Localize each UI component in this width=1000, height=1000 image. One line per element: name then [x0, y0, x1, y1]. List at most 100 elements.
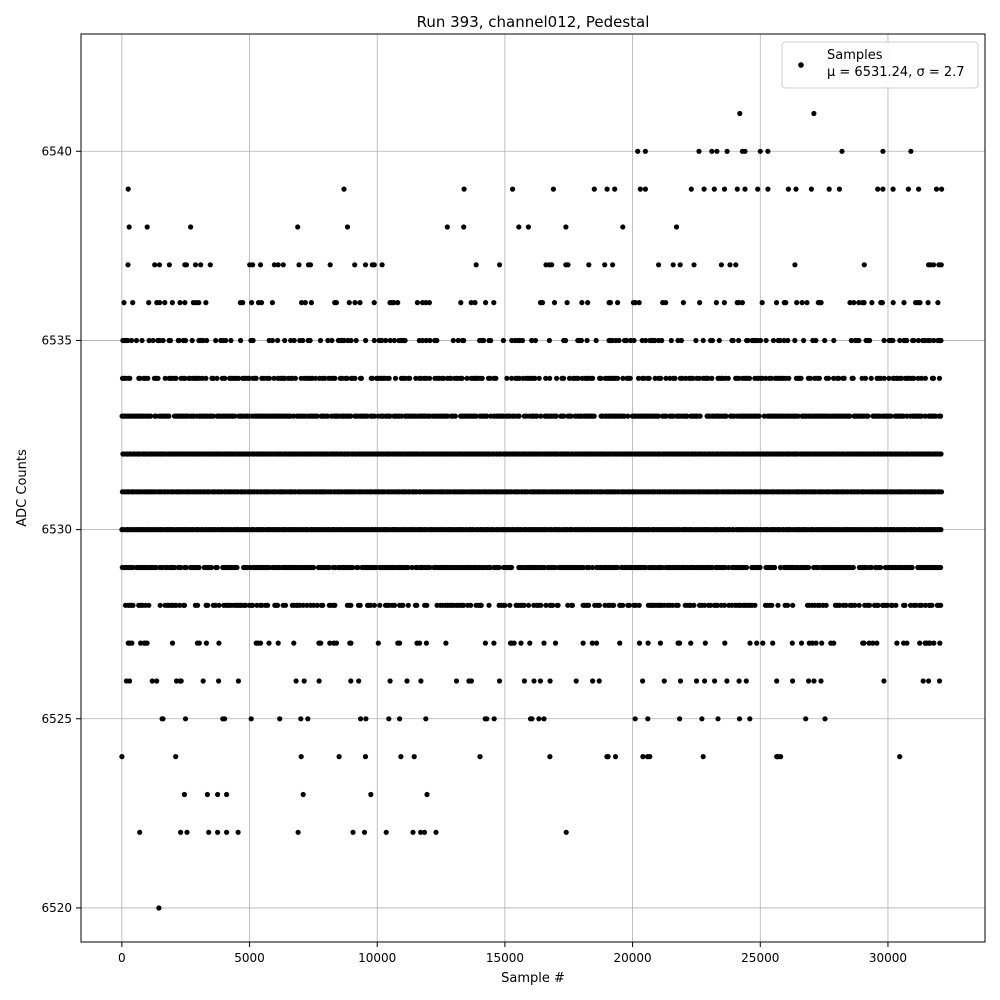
- data-point: [839, 148, 845, 154]
- data-point: [625, 413, 631, 419]
- data-point: [332, 375, 338, 381]
- data-point: [836, 602, 843, 608]
- data-point: [616, 337, 622, 344]
- data-point: [189, 337, 195, 344]
- data-point: [677, 716, 683, 722]
- legend-marker: [798, 62, 804, 68]
- data-point: [550, 186, 557, 192]
- data-point: [300, 602, 306, 608]
- data-point: [555, 602, 561, 608]
- data-point: [536, 375, 542, 381]
- data-point: [765, 148, 771, 154]
- data-point: [310, 564, 317, 571]
- data-point: [691, 602, 697, 608]
- data-point: [756, 413, 762, 419]
- data-point: [799, 300, 805, 306]
- data-point: [734, 186, 740, 192]
- data-point: [271, 262, 277, 268]
- data-point: [203, 375, 209, 381]
- data-point: [675, 602, 681, 608]
- data-point: [893, 602, 899, 608]
- data-point: [176, 337, 182, 344]
- data-point: [519, 337, 526, 344]
- data-point: [909, 564, 915, 571]
- data-point: [418, 829, 424, 835]
- data-point: [344, 224, 351, 230]
- data-point: [918, 602, 925, 608]
- data-point: [423, 716, 429, 722]
- data-point: [642, 148, 649, 154]
- data-point: [511, 640, 517, 646]
- data-point: [259, 602, 265, 608]
- data-point: [298, 716, 304, 722]
- data-point: [362, 262, 369, 268]
- data-point: [806, 564, 812, 571]
- data-point: [804, 300, 810, 306]
- data-point: [350, 564, 356, 571]
- data-point: [937, 640, 943, 646]
- data-point: [931, 262, 937, 268]
- data-point: [636, 640, 643, 646]
- data-point: [525, 224, 532, 230]
- data-point: [713, 300, 720, 306]
- data-point: [737, 110, 743, 117]
- data-point: [479, 375, 485, 381]
- tick-marks: [76, 150, 889, 947]
- data-point: [759, 300, 765, 306]
- data-point: [423, 337, 429, 344]
- data-point: [298, 754, 304, 760]
- data-point: [182, 300, 188, 306]
- data-point: [590, 375, 596, 381]
- data-point: [591, 186, 597, 192]
- data-point: [841, 375, 847, 381]
- data-point: [445, 413, 451, 419]
- data-point: [216, 678, 222, 684]
- data-point: [752, 602, 758, 608]
- data-point: [203, 300, 209, 306]
- data-point: [468, 602, 474, 608]
- data-point: [547, 678, 553, 684]
- data-point: [707, 602, 714, 608]
- data-point: [305, 716, 311, 722]
- data-point: [604, 186, 610, 192]
- data-point: [938, 527, 944, 533]
- data-point: [795, 413, 801, 419]
- data-point: [825, 375, 832, 381]
- data-point: [714, 602, 721, 608]
- data-point: [856, 300, 862, 306]
- data-point: [727, 262, 733, 268]
- x-tick-label: 15000: [486, 951, 524, 965]
- data-point: [705, 375, 711, 381]
- data-point: [292, 375, 298, 381]
- data-point: [645, 716, 651, 722]
- data-point: [908, 148, 914, 154]
- data-point: [371, 413, 377, 419]
- data-point: [461, 186, 467, 192]
- data-point: [275, 262, 281, 268]
- data-point: [819, 640, 825, 646]
- data-point: [407, 375, 413, 381]
- data-point: [238, 337, 244, 344]
- data-point: [641, 375, 647, 381]
- data-point: [404, 678, 410, 684]
- data-point: [847, 413, 853, 419]
- data-point: [938, 262, 944, 268]
- data-point: [356, 678, 362, 684]
- data-point: [636, 300, 642, 306]
- data-point: [127, 375, 133, 381]
- data-point: [371, 300, 377, 306]
- data-point: [652, 337, 658, 344]
- data-point: [904, 413, 910, 419]
- x-tick-label: 5000: [234, 951, 265, 965]
- data-point: [803, 716, 809, 722]
- data-point: [154, 678, 160, 684]
- data-point: [496, 678, 503, 684]
- data-point: [888, 413, 894, 419]
- data-point: [755, 186, 761, 192]
- data-point: [119, 754, 125, 760]
- data-point: [663, 413, 669, 419]
- data-point: [526, 602, 532, 608]
- data-point: [139, 337, 145, 344]
- data-point: [861, 300, 867, 306]
- data-point: [483, 300, 489, 306]
